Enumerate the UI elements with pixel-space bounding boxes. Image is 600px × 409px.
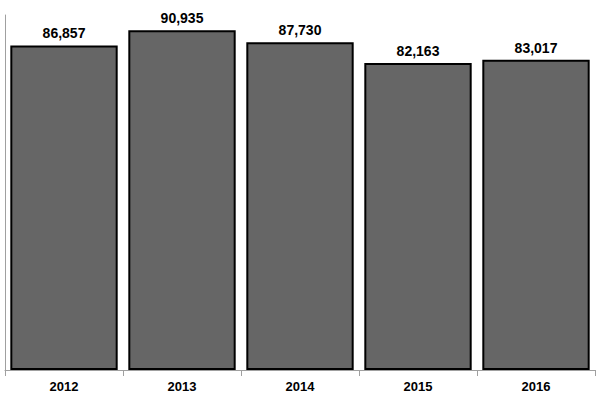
svg-text:2015: 2015 xyxy=(404,379,433,394)
svg-text:82,163: 82,163 xyxy=(397,43,440,59)
svg-text:2012: 2012 xyxy=(50,379,79,394)
svg-text:87,730: 87,730 xyxy=(279,22,322,38)
svg-text:2016: 2016 xyxy=(522,379,551,394)
svg-text:90,935: 90,935 xyxy=(161,10,204,26)
svg-text:83,017: 83,017 xyxy=(515,40,558,56)
svg-text:86,857: 86,857 xyxy=(43,25,86,41)
svg-text:2013: 2013 xyxy=(168,379,197,394)
svg-text:2014: 2014 xyxy=(286,379,316,394)
